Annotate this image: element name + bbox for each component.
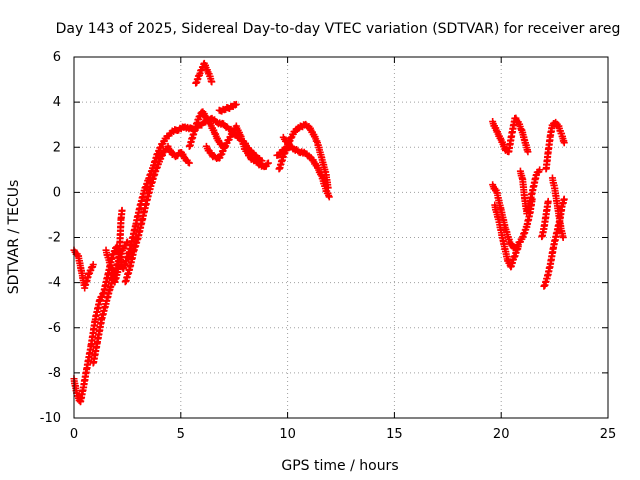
- data-point: [560, 139, 568, 147]
- series-8: [202, 122, 272, 171]
- data-point: [123, 238, 131, 246]
- x-tick-label: 10: [279, 427, 296, 442]
- x-tick-label: 0: [70, 427, 78, 442]
- x-tick-label: 5: [177, 427, 185, 442]
- data-point: [185, 159, 193, 167]
- series-7: [192, 59, 216, 87]
- y-tick-label: -10: [40, 411, 61, 426]
- y-tick-label: -2: [48, 231, 61, 246]
- data-point: [118, 206, 126, 214]
- data-series: [70, 59, 568, 406]
- grid-lines: [74, 57, 608, 418]
- series-5: [121, 142, 193, 286]
- series-20: [548, 174, 567, 241]
- data-point: [536, 166, 544, 174]
- y-tick-label: -4: [48, 276, 61, 291]
- data-point: [286, 143, 294, 151]
- data-point: [232, 100, 240, 108]
- y-tick-label: 4: [53, 95, 61, 110]
- data-point: [544, 197, 552, 205]
- x-tick-label: 20: [493, 427, 510, 442]
- chart-title: Day 143 of 2025, Sidereal Day-to-day VTE…: [56, 21, 621, 37]
- y-tick-label: 6: [53, 50, 61, 65]
- data-point: [89, 261, 97, 269]
- series-16: [516, 166, 544, 218]
- series-9: [215, 100, 240, 115]
- series-2: [70, 114, 266, 406]
- data-point: [208, 78, 216, 86]
- series-13: [489, 114, 532, 156]
- y-axis-label: SDTVAR / TECUs: [6, 180, 22, 295]
- data-point: [559, 234, 567, 241]
- series-1: [70, 246, 97, 292]
- x-tick-label: 15: [386, 427, 403, 442]
- x-axis-label: GPS time / hours: [281, 458, 398, 474]
- data-point: [560, 195, 568, 203]
- data-point: [325, 193, 333, 201]
- x-tick-label: 25: [600, 427, 617, 442]
- series-17: [538, 197, 552, 241]
- series-12: [273, 143, 294, 159]
- y-tick-label: 2: [53, 140, 61, 155]
- y-tick-label: -6: [48, 321, 61, 336]
- series-11: [279, 133, 333, 201]
- series-15: [491, 201, 522, 271]
- axis-ticks: 0 5 10 15 20 25 -10 -8 -6 -4 -2 0 2 4 6: [40, 50, 617, 442]
- series-18: [542, 118, 568, 173]
- data-point: [524, 148, 532, 156]
- data-point: [514, 243, 522, 251]
- y-tick-label: 0: [53, 185, 61, 200]
- data-point: [264, 159, 272, 167]
- series-4: [102, 206, 126, 286]
- plot-frame: [73, 56, 609, 419]
- y-tick-label: -8: [48, 366, 61, 381]
